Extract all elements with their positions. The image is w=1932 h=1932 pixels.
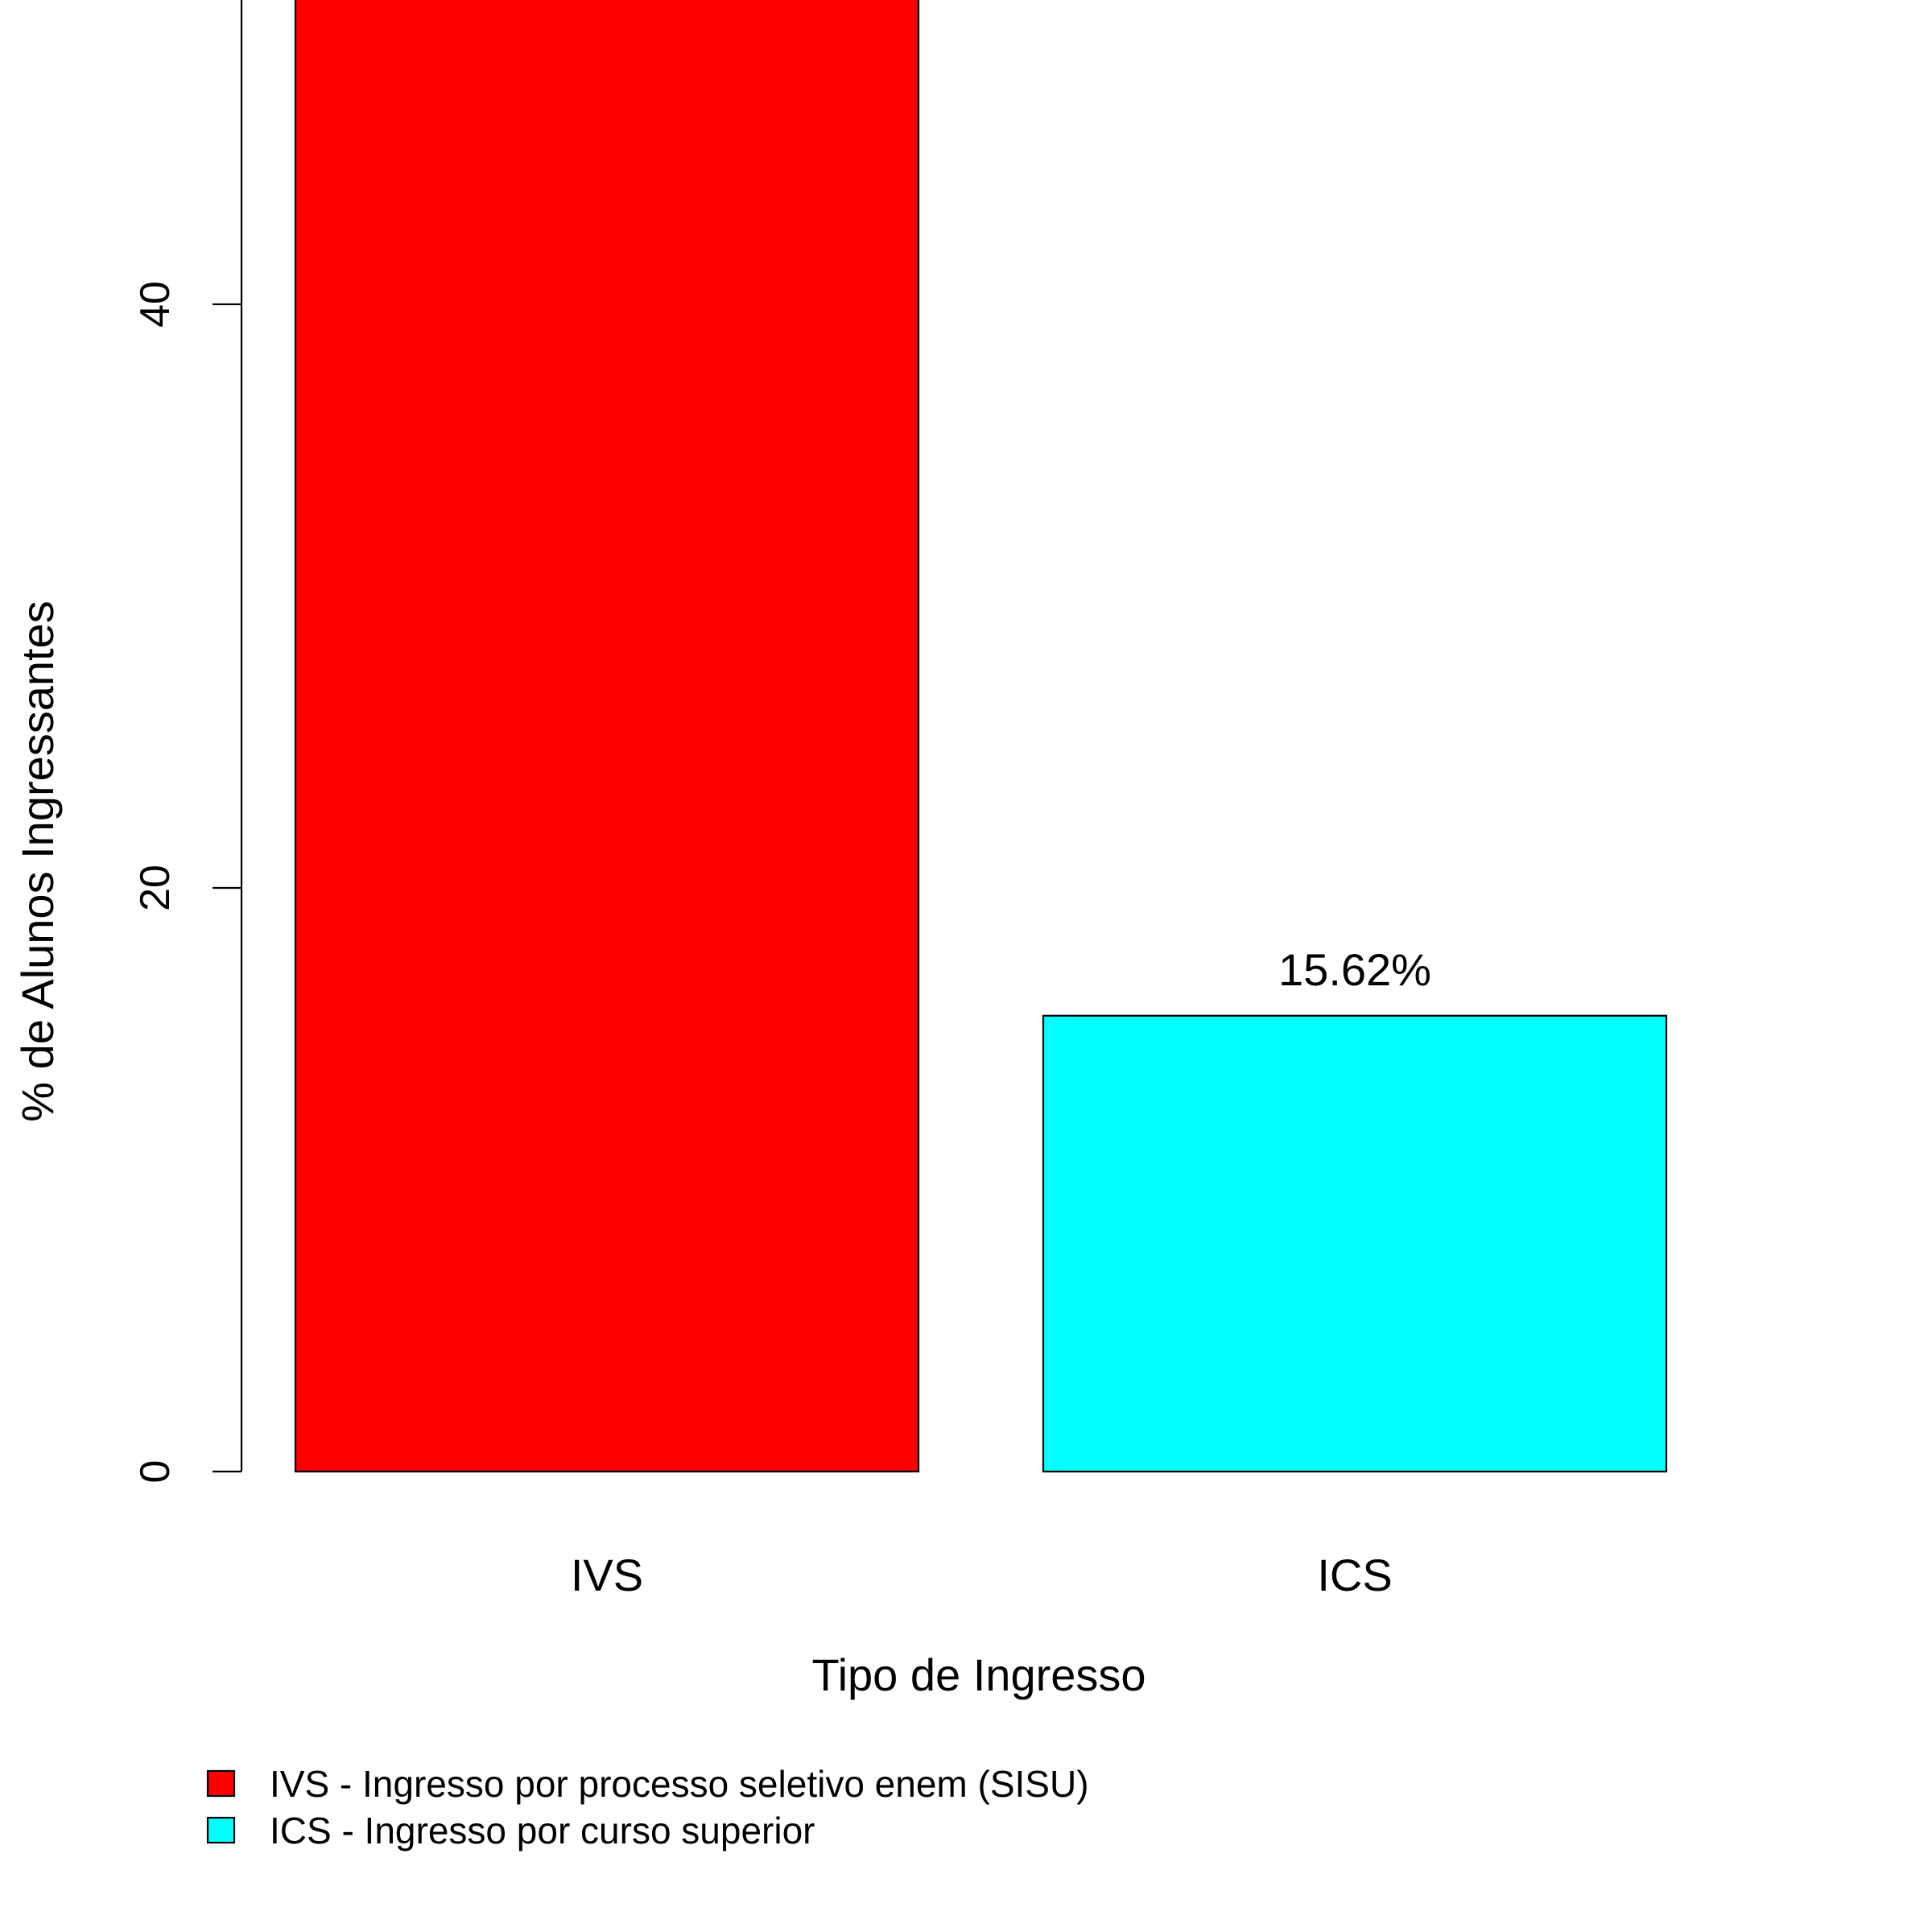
y-tick-label: 40 xyxy=(132,281,179,328)
legend-swatch xyxy=(206,1769,236,1798)
x-axis-title: Tipo de Ingresso xyxy=(811,1649,1146,1700)
legend-swatch xyxy=(206,1816,236,1844)
x-tick-label: IVS xyxy=(571,1550,643,1600)
bar-value-label: 15.62% xyxy=(1278,944,1431,995)
legend-label: ICS - Ingresso por curso superior xyxy=(270,1810,815,1852)
bars-group: 84.38%15.62% xyxy=(294,0,1668,1473)
x-tick-labels: IVS ICS xyxy=(571,1550,1393,1600)
y-tick-label: 20 xyxy=(132,865,179,911)
bar-ics xyxy=(1042,1014,1668,1473)
x-tick-label: ICS xyxy=(1317,1550,1392,1600)
y-tick-label: 0 xyxy=(132,1460,179,1484)
legend-label: IVS - Ingresso por processo seletivo ene… xyxy=(270,1763,1089,1805)
bar-ivs xyxy=(294,0,920,1473)
y-axis: 020406080 xyxy=(132,0,243,1484)
legend: IVS - Ingresso por processo seletivo ene… xyxy=(206,1763,1089,1852)
y-axis-title: % de Alunos Ingressantes xyxy=(12,601,63,1122)
